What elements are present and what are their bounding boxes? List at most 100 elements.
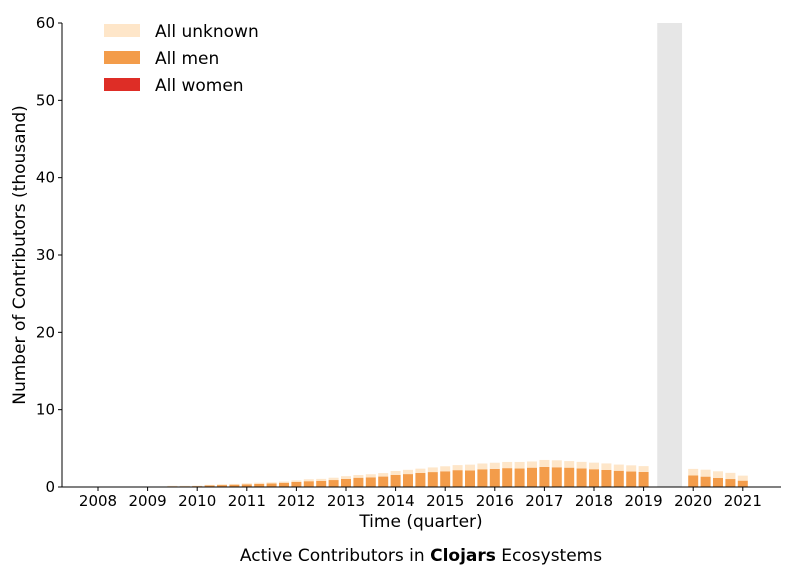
bar-all-men-2011Q4 <box>279 482 289 487</box>
bar-all-men-2021Q1 <box>737 480 748 487</box>
caption-prefix: Active Contributors in <box>239 546 431 566</box>
y-tick-label: 30 <box>36 246 55 264</box>
bar-all-unknown-2010Q2 <box>204 484 215 486</box>
bar-all-men-2013Q3 <box>365 477 376 487</box>
bar-all-unknown-2010Q3 <box>217 484 227 486</box>
bar-all-men-2014Q1 <box>390 474 401 487</box>
bar-all-unknown-2017Q2 <box>551 460 562 468</box>
bar-all-unknown-2021Q1 <box>737 475 748 481</box>
bar-all-unknown-2014Q2 <box>403 469 413 475</box>
bar-all-men-2015Q2 <box>452 470 463 487</box>
y-tick-label: 50 <box>36 91 55 109</box>
y-tick-label: 60 <box>36 14 55 32</box>
y-tick-label: 40 <box>36 169 55 187</box>
bar-all-men-2016Q4 <box>527 467 537 487</box>
x-tick-label: 2011 <box>228 492 266 510</box>
bar-all-men-2016Q3 <box>514 468 525 487</box>
bar-all-men-2010Q2 <box>204 485 215 487</box>
bar-all-unknown-2009Q4 <box>179 485 190 487</box>
bar-all-men-2016Q1 <box>489 468 500 487</box>
bar-all-unknown-2010Q4 <box>229 483 240 485</box>
bar-all-men-2010Q3 <box>217 485 227 487</box>
bar-all-unknown-2012Q4 <box>328 477 339 481</box>
shaded-gap-region <box>657 23 683 487</box>
bar-all-unknown-2017Q3 <box>564 461 575 468</box>
bar-all-men-2011Q3 <box>266 483 277 487</box>
caption-ecosystem: Clojars <box>430 546 496 566</box>
bar-all-men-2015Q1 <box>440 471 451 487</box>
bar-all-unknown-2016Q3 <box>514 461 525 469</box>
bar-all-men-2014Q3 <box>415 472 426 487</box>
bar-all-men-2013Q4 <box>378 476 389 487</box>
legend: All unknown All men All women <box>104 22 259 96</box>
bar-all-unknown-2016Q2 <box>502 461 513 469</box>
bar-all-men-2017Q2 <box>551 467 562 487</box>
legend-swatch-all-unknown <box>104 24 140 37</box>
bar-all-men-2013Q1 <box>341 478 351 487</box>
bar-all-unknown-2015Q4 <box>477 463 488 470</box>
legend-label-all-men: All men <box>155 49 219 69</box>
bar-all-unknown-2020Q4 <box>725 472 736 480</box>
bar-all-unknown-2015Q1 <box>440 466 451 472</box>
bar-all-unknown-2017Q1 <box>539 459 550 467</box>
bar-all-men-2012Q3 <box>316 480 327 487</box>
bar-all-men-2012Q2 <box>303 481 314 487</box>
x-tick-label: 2019 <box>625 492 663 510</box>
bar-all-unknown-2014Q1 <box>390 470 401 475</box>
x-axis-title: Time (quarter) <box>358 512 482 532</box>
x-tick-label: 2012 <box>277 492 315 510</box>
bar-all-unknown-2014Q4 <box>427 467 438 473</box>
bar-all-men-2011Q1 <box>241 484 252 487</box>
x-tick-label: 2010 <box>178 492 216 510</box>
bar-all-unknown-2016Q1 <box>489 462 500 469</box>
x-tick-label: 2014 <box>377 492 415 510</box>
y-tick-label: 0 <box>45 478 55 496</box>
bar-all-unknown-2015Q2 <box>452 465 463 471</box>
bar-all-men-2020Q3 <box>713 477 723 487</box>
bar-all-men-2017Q4 <box>576 468 587 487</box>
y-tick-label: 20 <box>36 323 55 341</box>
bar-all-unknown-2011Q1 <box>241 483 252 485</box>
x-tick-label: 2009 <box>129 492 167 510</box>
bar-all-unknown-2018Q1 <box>589 462 599 470</box>
bar-all-unknown-2013Q3 <box>365 474 376 478</box>
bar-all-men-2020Q4 <box>725 479 736 487</box>
x-tick-label: 2008 <box>79 492 117 510</box>
bar-all-unknown-2015Q3 <box>465 464 475 471</box>
legend-label-all-unknown: All unknown <box>155 22 259 42</box>
bar-all-unknown-2012Q1 <box>291 480 302 482</box>
bar-all-unknown-2012Q3 <box>316 478 327 481</box>
bar-all-men-2015Q4 <box>477 469 488 487</box>
bar-all-unknown-2012Q2 <box>303 479 314 482</box>
bar-all-unknown-2013Q1 <box>341 476 351 479</box>
y-tick-label: 10 <box>36 401 55 419</box>
legend-label-all-women: All women <box>155 76 244 96</box>
bar-all-men-2020Q2 <box>700 476 711 487</box>
bar-all-men-2013Q2 <box>353 477 364 487</box>
x-tick-label: 2017 <box>525 492 563 510</box>
bar-all-unknown-2013Q4 <box>378 473 389 477</box>
bar-all-men-2017Q3 <box>564 467 575 487</box>
bar-all-men-2011Q2 <box>254 483 265 487</box>
bar-all-unknown-2011Q3 <box>266 482 277 484</box>
legend-swatch-all-men <box>104 51 140 64</box>
bar-all-unknown-2017Q4 <box>576 461 587 469</box>
x-tick-label: 2018 <box>575 492 613 510</box>
x-tick-label: 2016 <box>476 492 514 510</box>
caption-suffix: Ecosystems <box>495 546 603 566</box>
bar-all-unknown-2019Q1 <box>638 466 649 472</box>
bar-all-men-2014Q2 <box>403 474 413 487</box>
bar-all-men-2018Q1 <box>589 469 599 487</box>
bar-all-men-2015Q3 <box>465 470 475 487</box>
bar-all-unknown-2018Q3 <box>613 464 624 471</box>
bar-all-men-2016Q2 <box>502 468 513 487</box>
bar-all-unknown-2020Q2 <box>700 469 711 477</box>
bar-all-unknown-2018Q4 <box>626 465 637 472</box>
bar-all-men-2017Q1 <box>539 466 550 487</box>
bar-all-men-2012Q1 <box>291 481 302 487</box>
bar-all-men-2014Q4 <box>427 472 438 487</box>
bar-all-men-2012Q4 <box>328 480 339 487</box>
x-tick-label: 2020 <box>674 492 712 510</box>
bar-all-men-2010Q4 <box>229 484 240 487</box>
